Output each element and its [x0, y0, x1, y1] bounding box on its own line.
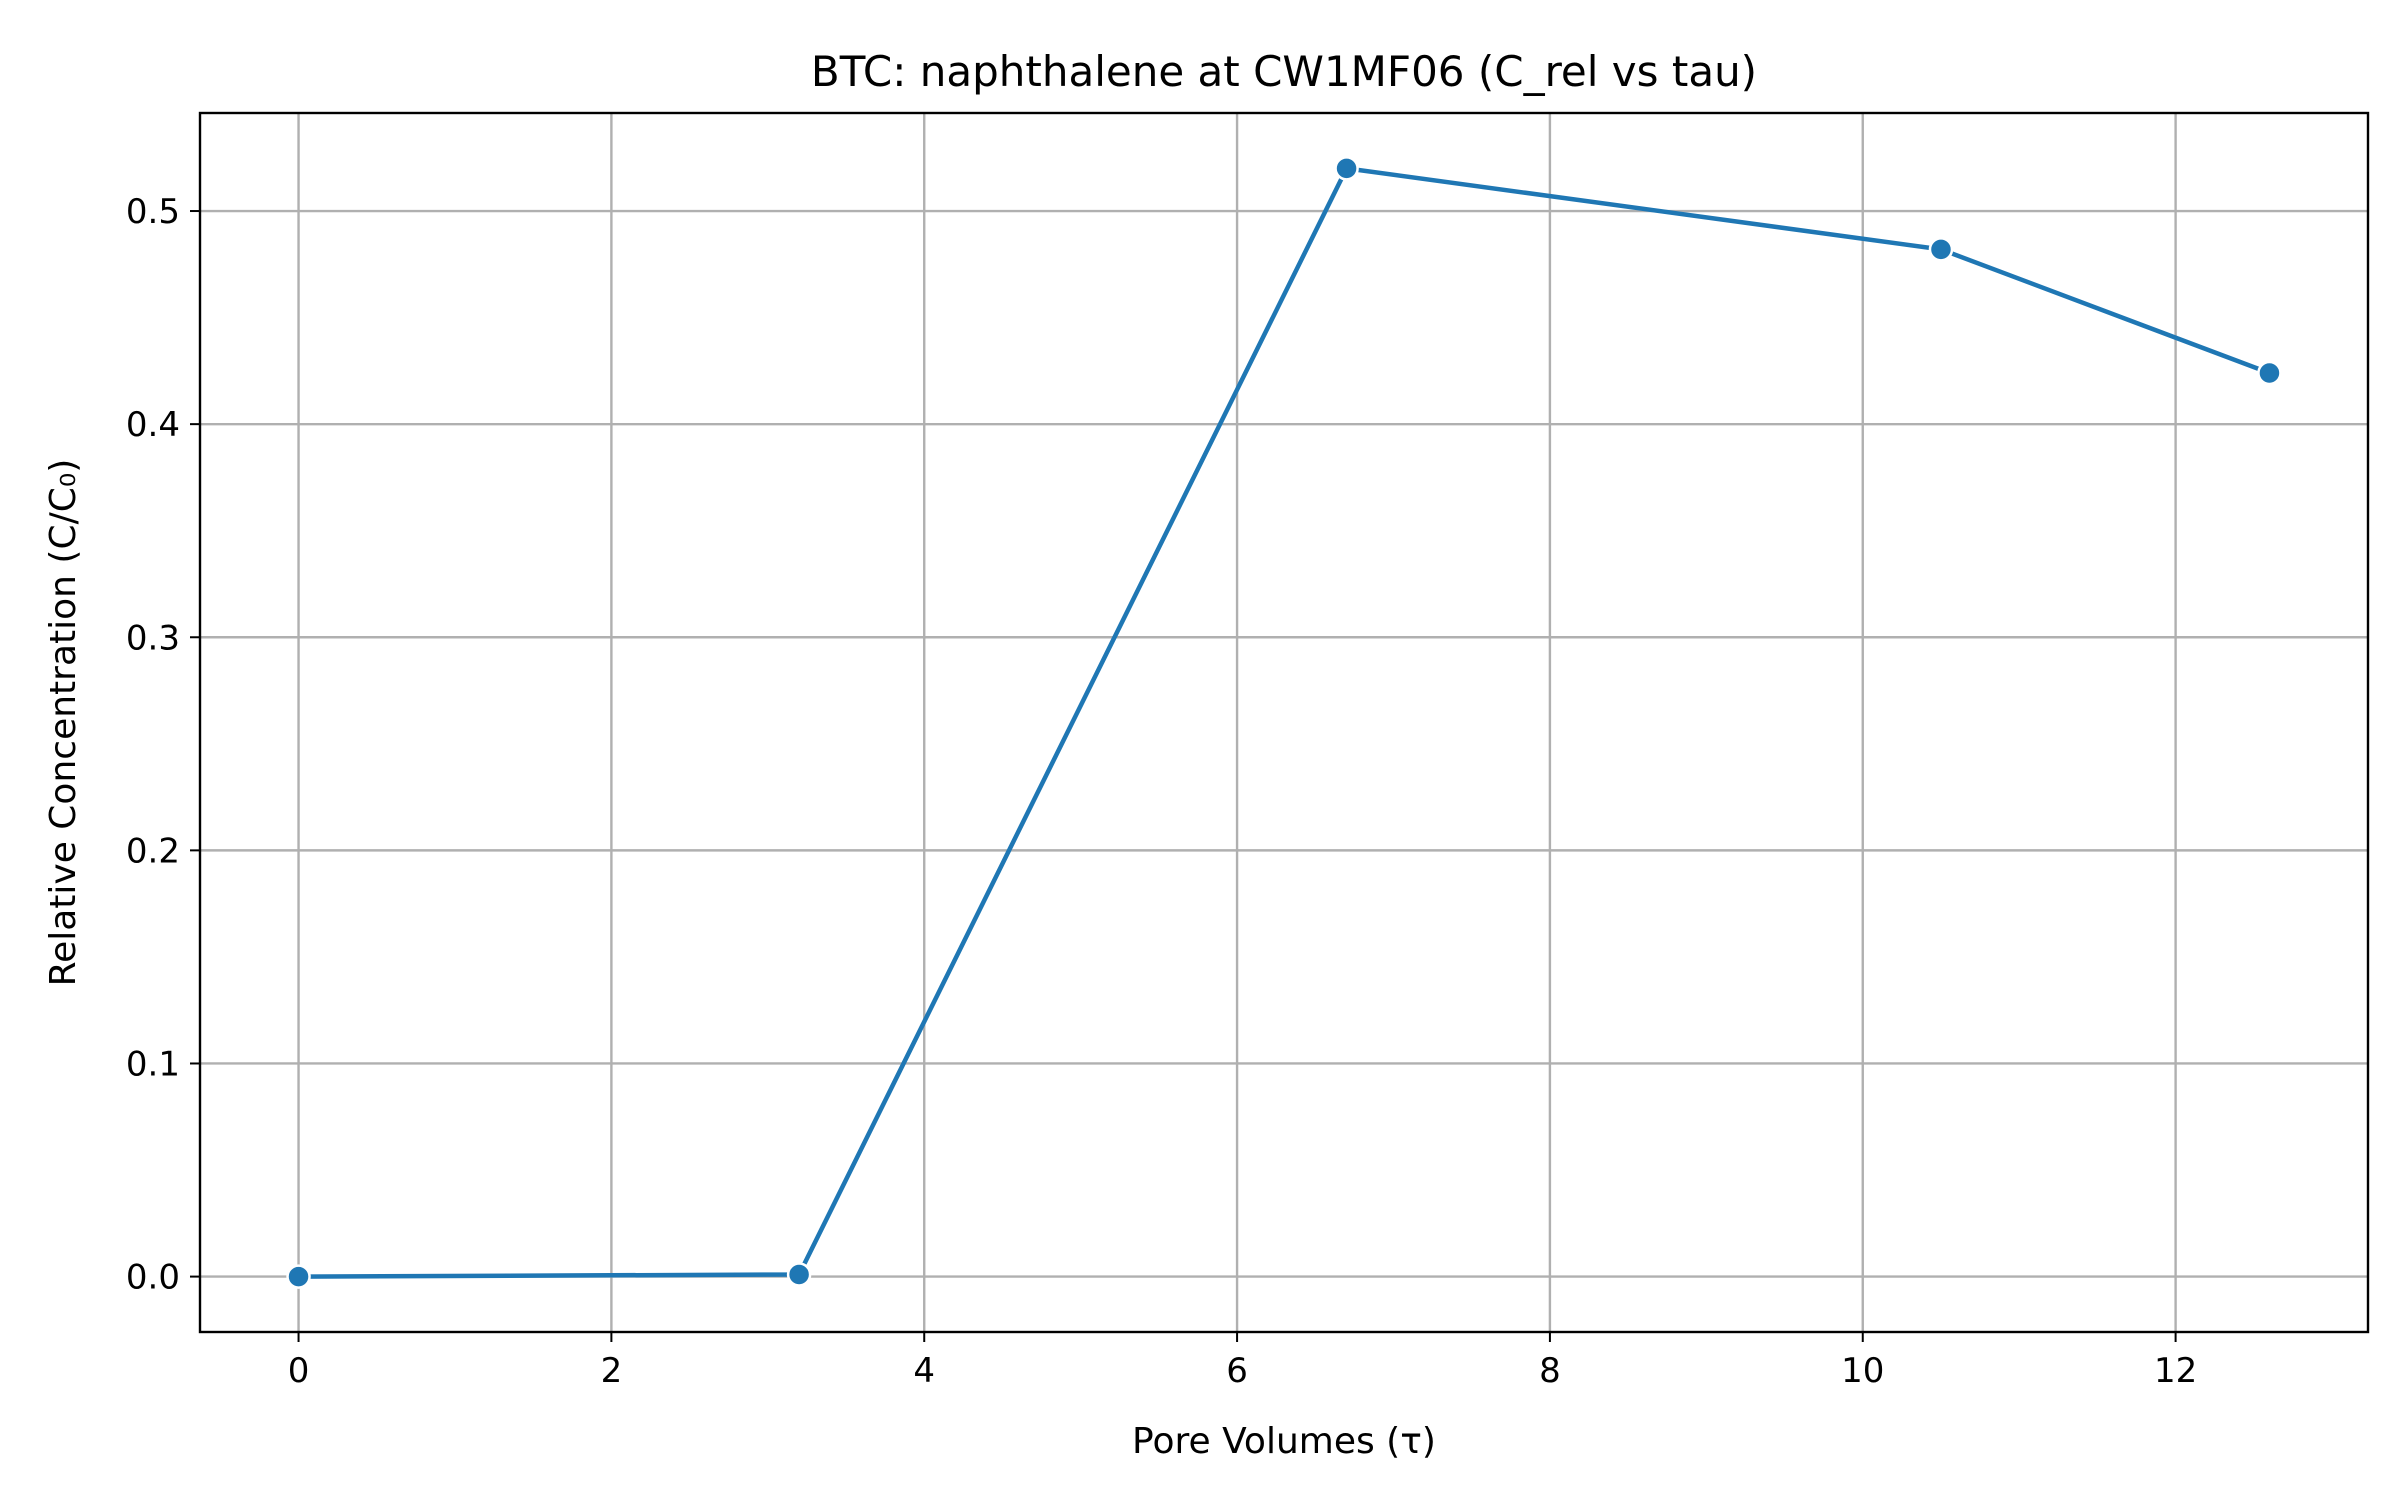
x-tick-label: 10: [1841, 1351, 1884, 1391]
y-tick-label: 0.1: [126, 1044, 180, 1084]
ticks: 0 2 4 6 8 10 12 0.0 0.1 0.2 0.3 0.4 0.5: [126, 192, 2197, 1391]
y-tick-label: 0.5: [126, 192, 180, 232]
y-tick-label: 0.2: [126, 831, 180, 871]
data-point: [786, 1262, 812, 1287]
y-tick-label: 0.3: [126, 618, 180, 658]
data-point: [1928, 237, 1954, 262]
x-tick-label: 2: [601, 1351, 623, 1391]
plot-frame: [198, 111, 2370, 1334]
series-layer: [286, 156, 2282, 1289]
x-tick-label: 4: [913, 1351, 935, 1391]
x-tick-label: 12: [2154, 1351, 2197, 1391]
chart-title: BTC: naphthalene at CW1MF06 (C_rel vs ta…: [811, 47, 1757, 96]
data-point: [286, 1264, 311, 1289]
y-tick-label: 0.0: [126, 1258, 180, 1298]
x-tick-label: 0: [288, 1351, 310, 1391]
grid: [200, 113, 2368, 1332]
data-point: [2257, 360, 2282, 386]
x-axis-label: Pore Volumes (τ): [1132, 1421, 1436, 1462]
series-line: [296, 166, 2272, 1279]
x-tick-label: 8: [1539, 1351, 1561, 1391]
x-tick-label: 6: [1226, 1351, 1248, 1391]
y-axis-label: Relative Concentration (C/C₀): [43, 459, 84, 987]
data-point: [1334, 156, 1359, 181]
y-tick-label: 0.4: [126, 405, 180, 445]
